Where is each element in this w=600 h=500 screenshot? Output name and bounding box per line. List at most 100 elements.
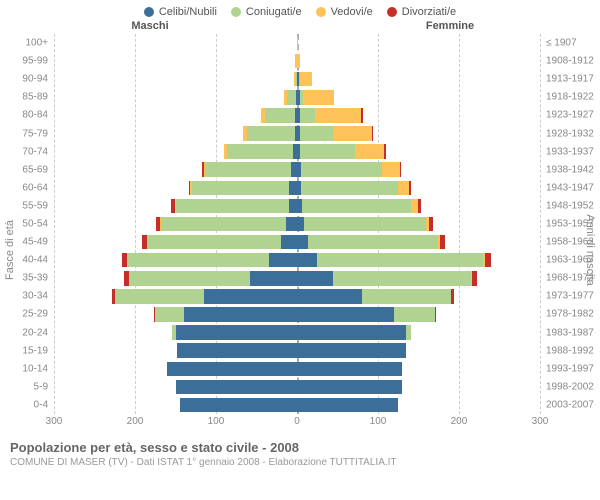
female-half <box>297 233 540 251</box>
birth-year-label: 2003-2007 <box>540 399 598 410</box>
bar-segment <box>227 144 293 158</box>
female-half <box>297 378 540 396</box>
bar <box>297 144 540 158</box>
male-half <box>54 197 297 215</box>
bar-segment <box>384 144 386 158</box>
male-half <box>54 269 297 287</box>
x-tick-label: 200 <box>451 416 468 427</box>
age-label: 35-39 <box>6 273 54 284</box>
age-label: 20-24 <box>6 327 54 338</box>
legend-label: Divorziati/e <box>402 6 456 18</box>
male-half <box>54 360 297 378</box>
bar-segment <box>394 307 434 321</box>
birth-year-label: 1908-1912 <box>540 56 598 67</box>
female-half <box>297 52 540 70</box>
bar-segment <box>204 289 297 303</box>
bar-segment <box>300 108 315 122</box>
bar <box>297 108 540 122</box>
female-half <box>297 70 540 88</box>
bar <box>54 271 297 285</box>
bar <box>297 325 540 339</box>
legend-swatch <box>316 7 326 17</box>
pyramid-row: 0-42003-2007 <box>54 396 540 414</box>
pyramid-row: 30-341973-1977 <box>54 287 540 305</box>
bar-segment <box>333 271 471 285</box>
bar <box>297 199 540 213</box>
bar <box>54 307 297 321</box>
female-half <box>297 34 540 52</box>
bar-segment <box>297 36 298 50</box>
bar <box>297 36 540 50</box>
legend-swatch <box>231 7 241 17</box>
bar <box>297 181 540 195</box>
bar <box>297 289 540 303</box>
x-tick-label: 300 <box>532 416 549 427</box>
bar-segment <box>269 253 297 267</box>
bar-segment <box>297 253 317 267</box>
bar-segment <box>297 217 304 231</box>
pyramid-row: 50-541953-1957 <box>54 215 540 233</box>
pyramid-row: 20-241983-1987 <box>54 324 540 342</box>
male-half <box>54 143 297 161</box>
bar-segment <box>176 380 298 394</box>
birth-year-label: 1928-1932 <box>540 128 598 139</box>
male-half <box>54 161 297 179</box>
legend-swatch <box>144 7 154 17</box>
bar-segment <box>176 325 298 339</box>
bar-segment <box>300 126 332 140</box>
bar <box>54 54 297 68</box>
female-half <box>297 106 540 124</box>
bar-segment <box>184 307 297 321</box>
male-half <box>54 233 297 251</box>
bar-segment <box>192 181 289 195</box>
legend-swatch <box>387 7 397 17</box>
bar-segment <box>317 253 483 267</box>
bar <box>54 289 297 303</box>
bar-segment <box>297 380 402 394</box>
bar <box>297 126 540 140</box>
female-half <box>297 269 540 287</box>
male-half <box>54 324 297 342</box>
x-tick-label: 0 <box>294 416 300 427</box>
male-half <box>54 215 297 233</box>
female-half <box>297 251 540 269</box>
bar <box>54 181 297 195</box>
bar <box>297 307 540 321</box>
x-axis: 3002001000100200300 <box>54 414 540 434</box>
birth-year-label: ≤ 1907 <box>540 38 598 49</box>
bar-segment <box>129 271 251 285</box>
age-label: 15-19 <box>6 345 54 356</box>
birth-year-label: 1978-1982 <box>540 309 598 320</box>
pyramid-row: 55-591948-1952 <box>54 197 540 215</box>
x-tick-label: 300 <box>46 416 63 427</box>
bar-segment <box>155 307 183 321</box>
bar-segment <box>281 235 297 249</box>
age-label: 60-64 <box>6 182 54 193</box>
male-half <box>54 378 297 396</box>
bar-segment <box>297 271 333 285</box>
bar-segment <box>300 144 355 158</box>
male-half <box>54 88 297 106</box>
bar-segment <box>297 398 398 412</box>
plot-area: 100+≤ 190795-991908-191290-941913-191785… <box>54 34 540 434</box>
pyramid-row: 25-291978-1982 <box>54 305 540 323</box>
pyramid-row: 15-191988-1992 <box>54 342 540 360</box>
bar-segment <box>180 398 297 412</box>
female-half <box>297 124 540 142</box>
bar-segment <box>297 362 402 376</box>
bar-segment <box>287 90 296 104</box>
pyramid-row: 75-791928-1932 <box>54 124 540 142</box>
bar-segment <box>372 126 374 140</box>
bar-segment <box>289 181 297 195</box>
bar-segment <box>286 217 297 231</box>
bar <box>297 162 540 176</box>
birth-year-label: 1968-1972 <box>540 273 598 284</box>
pyramid-row: 80-841923-1927 <box>54 106 540 124</box>
bar-segment <box>300 72 311 86</box>
bar-segment <box>177 343 297 357</box>
birth-year-label: 1963-1967 <box>540 255 598 266</box>
female-half <box>297 360 540 378</box>
bar-segment <box>435 307 436 321</box>
bar-segment <box>176 199 289 213</box>
pyramid-row: 65-691938-1942 <box>54 161 540 179</box>
